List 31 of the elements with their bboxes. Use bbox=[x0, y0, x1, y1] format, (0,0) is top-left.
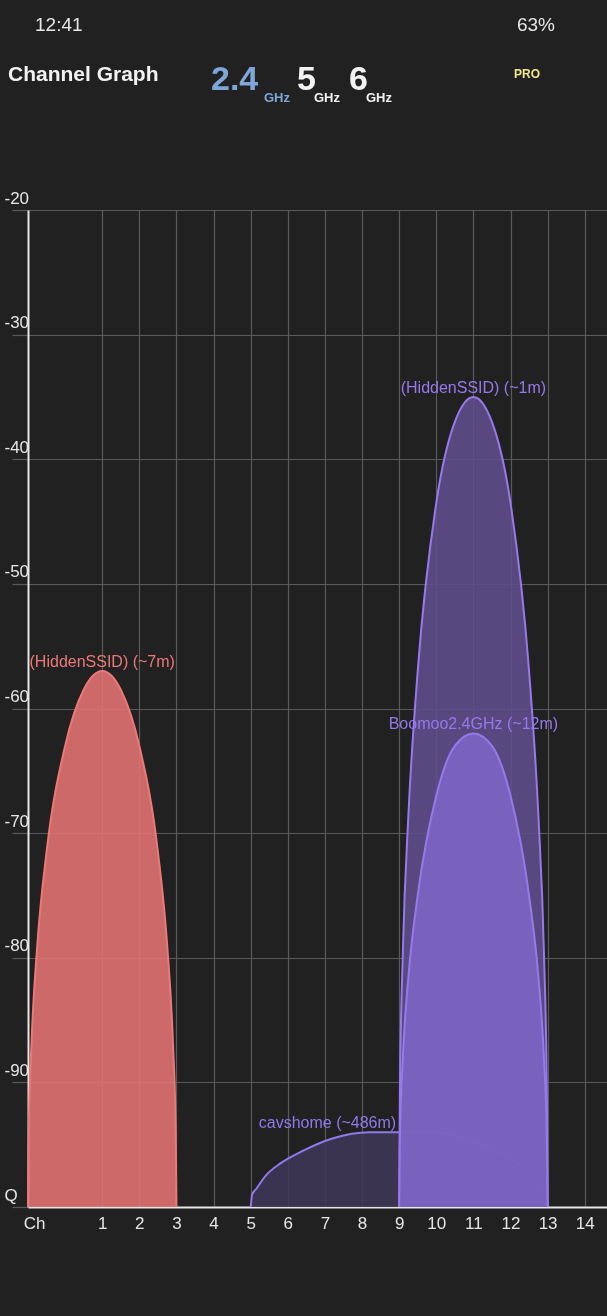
x-tick-label: 9 bbox=[394, 1213, 405, 1233]
y-tick-label: -40 bbox=[4, 437, 30, 457]
x-tick-label: 5 bbox=[246, 1213, 256, 1233]
y-tick-label: -80 bbox=[4, 936, 30, 956]
x-tick-label: 6 bbox=[283, 1213, 294, 1233]
y-tick-label: -20 bbox=[4, 188, 30, 208]
y-tick-label: -70 bbox=[4, 811, 30, 831]
x-tick-label: 12 bbox=[501, 1213, 521, 1233]
x-tick-label: 3 bbox=[172, 1213, 182, 1233]
x-tick-label: 11 bbox=[465, 1213, 483, 1233]
x-tick-label: 14 bbox=[575, 1213, 595, 1233]
x-tick-label: 10 bbox=[427, 1213, 447, 1233]
y-tick-label: -90 bbox=[4, 1060, 30, 1080]
text: 63% bbox=[516, 14, 556, 35]
x-tick-label: 13 bbox=[538, 1213, 558, 1233]
series-label: (HiddenSSID) (~7m) bbox=[29, 653, 175, 671]
x-tick-label: 8 bbox=[357, 1213, 368, 1233]
x-tick-label: 2 bbox=[135, 1213, 145, 1233]
text: PRO bbox=[513, 67, 541, 81]
series-label: cavshome (~486m) bbox=[258, 1114, 397, 1132]
x-tick-label: 4 bbox=[209, 1213, 219, 1233]
x-tick-label: 7 bbox=[320, 1213, 331, 1233]
y-tick-label: -30 bbox=[4, 313, 30, 333]
text: 12:41 bbox=[35, 14, 83, 35]
y-tick-label: Q bbox=[4, 1185, 18, 1205]
y-tick-label: -50 bbox=[4, 562, 30, 582]
x-axis-title: Ch bbox=[23, 1213, 46, 1233]
y-tick-label: -60 bbox=[4, 687, 30, 706]
series-label: (HiddenSSID) (~1m) bbox=[400, 378, 547, 396]
chart-title: Channel Graph bbox=[8, 62, 159, 85]
x-tick-label: 1 bbox=[98, 1213, 108, 1233]
